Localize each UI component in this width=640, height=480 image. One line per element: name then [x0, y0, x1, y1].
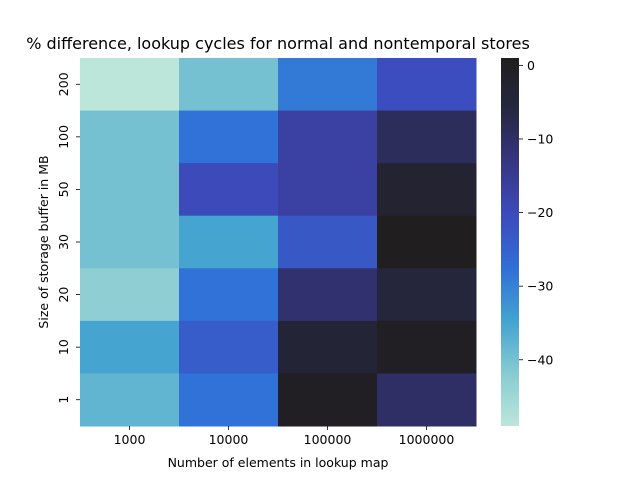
y-tick-label: 1 [56, 396, 71, 404]
heatmap-cell [80, 215, 180, 269]
x-tick-label: 1000000 [399, 432, 455, 447]
heatmap-cell [179, 320, 279, 374]
heatmap-cell [377, 320, 477, 374]
colorbar-tick-label: 0 [527, 58, 535, 73]
colorbar [501, 58, 519, 426]
heatmap-cell [377, 110, 477, 164]
x-tick-label: 10000 [209, 432, 249, 447]
heatmap-cell [377, 58, 477, 112]
chart-title: % difference, lookup cycles for normal a… [26, 34, 530, 53]
y-axis: 200 100 50 30 20 10 1 [56, 72, 80, 404]
y-axis-label: Size of storage buffer in MB [36, 155, 51, 328]
heatmap-cell [278, 268, 378, 322]
colorbar-ticks: 0 −10 −20 −30 −40 [519, 58, 553, 367]
y-tick-label: 200 [56, 72, 71, 96]
heatmap-cell [377, 215, 477, 269]
heatmap-cells [80, 58, 477, 427]
heatmap-cell [179, 373, 279, 427]
y-tick-label: 10 [56, 339, 71, 355]
x-tick-label: 1000 [114, 432, 146, 447]
heatmap-cell [377, 163, 477, 217]
heatmap-cell [179, 58, 279, 112]
heatmap-cell [278, 58, 378, 112]
colorbar-tick-label: −20 [527, 205, 553, 220]
heatmap-cell [179, 268, 279, 322]
heatmap-cell [80, 268, 180, 322]
x-axis-label: Number of elements in lookup map [168, 455, 389, 470]
heatmap-cell [80, 110, 180, 164]
x-tick-label: 100000 [304, 432, 352, 447]
heatmap-cell [278, 110, 378, 164]
x-axis: 1000 10000 100000 1000000 [114, 426, 455, 447]
heatmap-cell [179, 110, 279, 164]
y-tick-label: 50 [56, 181, 71, 197]
heatmap-cell [377, 373, 477, 427]
heatmap-cell [80, 58, 180, 112]
heatmap-cell [179, 163, 279, 217]
heatmap-cell [377, 268, 477, 322]
heatmap-cell [278, 215, 378, 269]
heatmap-cell [80, 163, 180, 217]
heatmap-cell [80, 373, 180, 427]
y-tick-label: 20 [56, 287, 71, 303]
y-tick-label: 100 [56, 125, 71, 149]
y-tick-label: 30 [56, 234, 71, 250]
colorbar-tick-label: −40 [527, 352, 553, 367]
heatmap-cell [80, 320, 180, 374]
colorbar-tick-label: −30 [527, 279, 553, 294]
colorbar-tick-label: −10 [527, 131, 553, 146]
heatmap-cell [179, 215, 279, 269]
heatmap-cell [278, 373, 378, 427]
heatmap-cell [278, 320, 378, 374]
heatmap-cell [278, 163, 378, 217]
